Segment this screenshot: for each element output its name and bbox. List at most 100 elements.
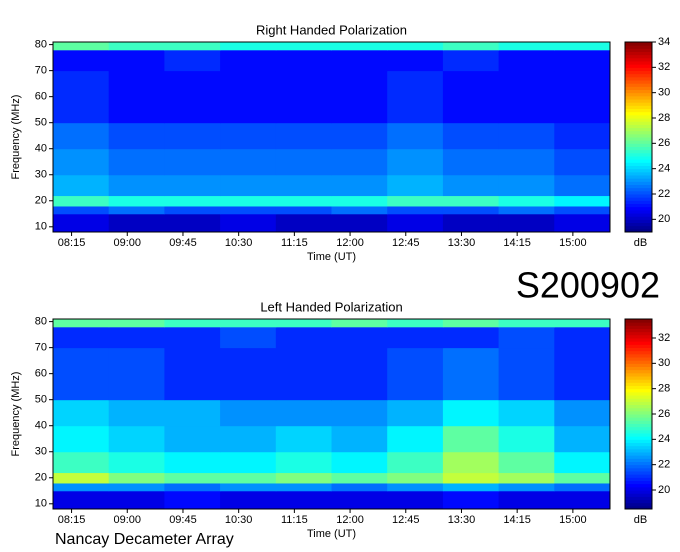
- cell: [442, 205, 500, 215]
- cell: [220, 399, 277, 427]
- colorbar-tick-label: 32: [658, 332, 670, 344]
- colorbar-step: [625, 448, 652, 453]
- colorbar-step: [625, 114, 652, 119]
- y-tick-label: 80: [35, 316, 47, 328]
- y-tick-label: 20: [35, 195, 47, 207]
- cell: [275, 122, 332, 150]
- cell: [108, 205, 165, 215]
- x-tick-label: 08:15: [58, 237, 86, 249]
- colorbar-step: [625, 385, 652, 390]
- cell: [387, 42, 444, 51]
- cell: [220, 148, 277, 176]
- cell: [331, 490, 388, 510]
- colorbar-step: [625, 190, 652, 195]
- colorbar-step: [625, 42, 652, 46]
- cell: [331, 49, 388, 72]
- cell: [275, 399, 332, 427]
- colorbar-step: [625, 395, 652, 399]
- y-tick-label: 60: [35, 91, 47, 103]
- cell: [331, 451, 388, 474]
- x-tick-label: 09:00: [114, 514, 142, 526]
- cell: [331, 42, 388, 51]
- cell: [275, 42, 332, 51]
- colorbar-step: [625, 414, 652, 418]
- cell: [220, 195, 277, 207]
- cell: [554, 482, 611, 492]
- cell: [275, 49, 332, 72]
- cell: [498, 399, 555, 427]
- y-tick-label: 70: [35, 342, 47, 354]
- y-tick-label: 50: [35, 394, 47, 406]
- cell: [331, 205, 388, 215]
- colorbar-step: [625, 70, 652, 75]
- colorbar-frame: [624, 41, 653, 233]
- x-tick-label: 13:30: [448, 237, 476, 249]
- cell: [53, 399, 110, 427]
- cell: [498, 205, 555, 215]
- cell: [220, 213, 277, 233]
- cell: [331, 326, 388, 349]
- colorbar-tick-label: 20: [658, 213, 670, 225]
- colorbar-step: [625, 372, 652, 377]
- colorbar-step: [625, 159, 652, 163]
- cell: [331, 425, 388, 453]
- cell: [53, 451, 110, 474]
- cell: [164, 319, 221, 328]
- cell: [498, 451, 555, 474]
- colorbar-step: [625, 76, 652, 81]
- cell: [387, 174, 444, 197]
- cell: [53, 205, 110, 215]
- colorbar-step: [625, 222, 652, 227]
- x-tick-label: 12:00: [336, 237, 364, 249]
- colorbar-step: [625, 165, 652, 170]
- colorbar-step: [625, 404, 652, 409]
- colorbar-step: [625, 398, 652, 402]
- cell: [53, 347, 110, 401]
- colorbar-tick-label: 22: [658, 188, 670, 200]
- cell: [108, 70, 165, 124]
- cell: [498, 347, 555, 401]
- colorbar-step: [625, 369, 652, 374]
- colorbar-step: [625, 461, 652, 466]
- colorbar-step: [625, 83, 652, 87]
- cell: [442, 70, 500, 124]
- colorbar-step: [625, 334, 652, 339]
- y-tick-label: 20: [35, 472, 47, 484]
- colorbar-step: [625, 51, 652, 56]
- cell: [387, 122, 444, 150]
- cell: [554, 399, 611, 427]
- colorbar-step: [625, 331, 652, 336]
- cell: [442, 326, 500, 349]
- cell: [498, 425, 555, 453]
- cell: [554, 122, 611, 150]
- cell: [108, 472, 165, 484]
- colorbar-step: [625, 137, 652, 141]
- cell: [331, 347, 388, 401]
- cell: [220, 490, 277, 510]
- cell: [53, 472, 110, 484]
- cell: [554, 319, 611, 328]
- colorbar-step: [625, 187, 652, 192]
- cell: [108, 399, 165, 427]
- footer: Nancay Decameter Array: [55, 531, 234, 548]
- colorbar-step: [625, 477, 652, 481]
- colorbar-step: [625, 445, 652, 450]
- plot-frame: [52, 41, 611, 233]
- colorbar-step: [625, 366, 652, 371]
- cell: [387, 326, 444, 349]
- cell: [275, 213, 332, 233]
- cell: [554, 70, 611, 124]
- colorbar-tick-label: 24: [658, 433, 670, 445]
- colorbar-step: [625, 178, 652, 182]
- cell: [442, 195, 500, 207]
- x-tick-label: 09:00: [114, 237, 142, 249]
- cell: [442, 42, 500, 51]
- colorbar-step: [625, 89, 652, 94]
- cell: [220, 472, 277, 484]
- cell: [164, 425, 221, 453]
- cell: [498, 122, 555, 150]
- cell: [53, 49, 110, 72]
- colorbar-tick-label: 28: [658, 112, 670, 124]
- colorbar-step: [625, 162, 652, 166]
